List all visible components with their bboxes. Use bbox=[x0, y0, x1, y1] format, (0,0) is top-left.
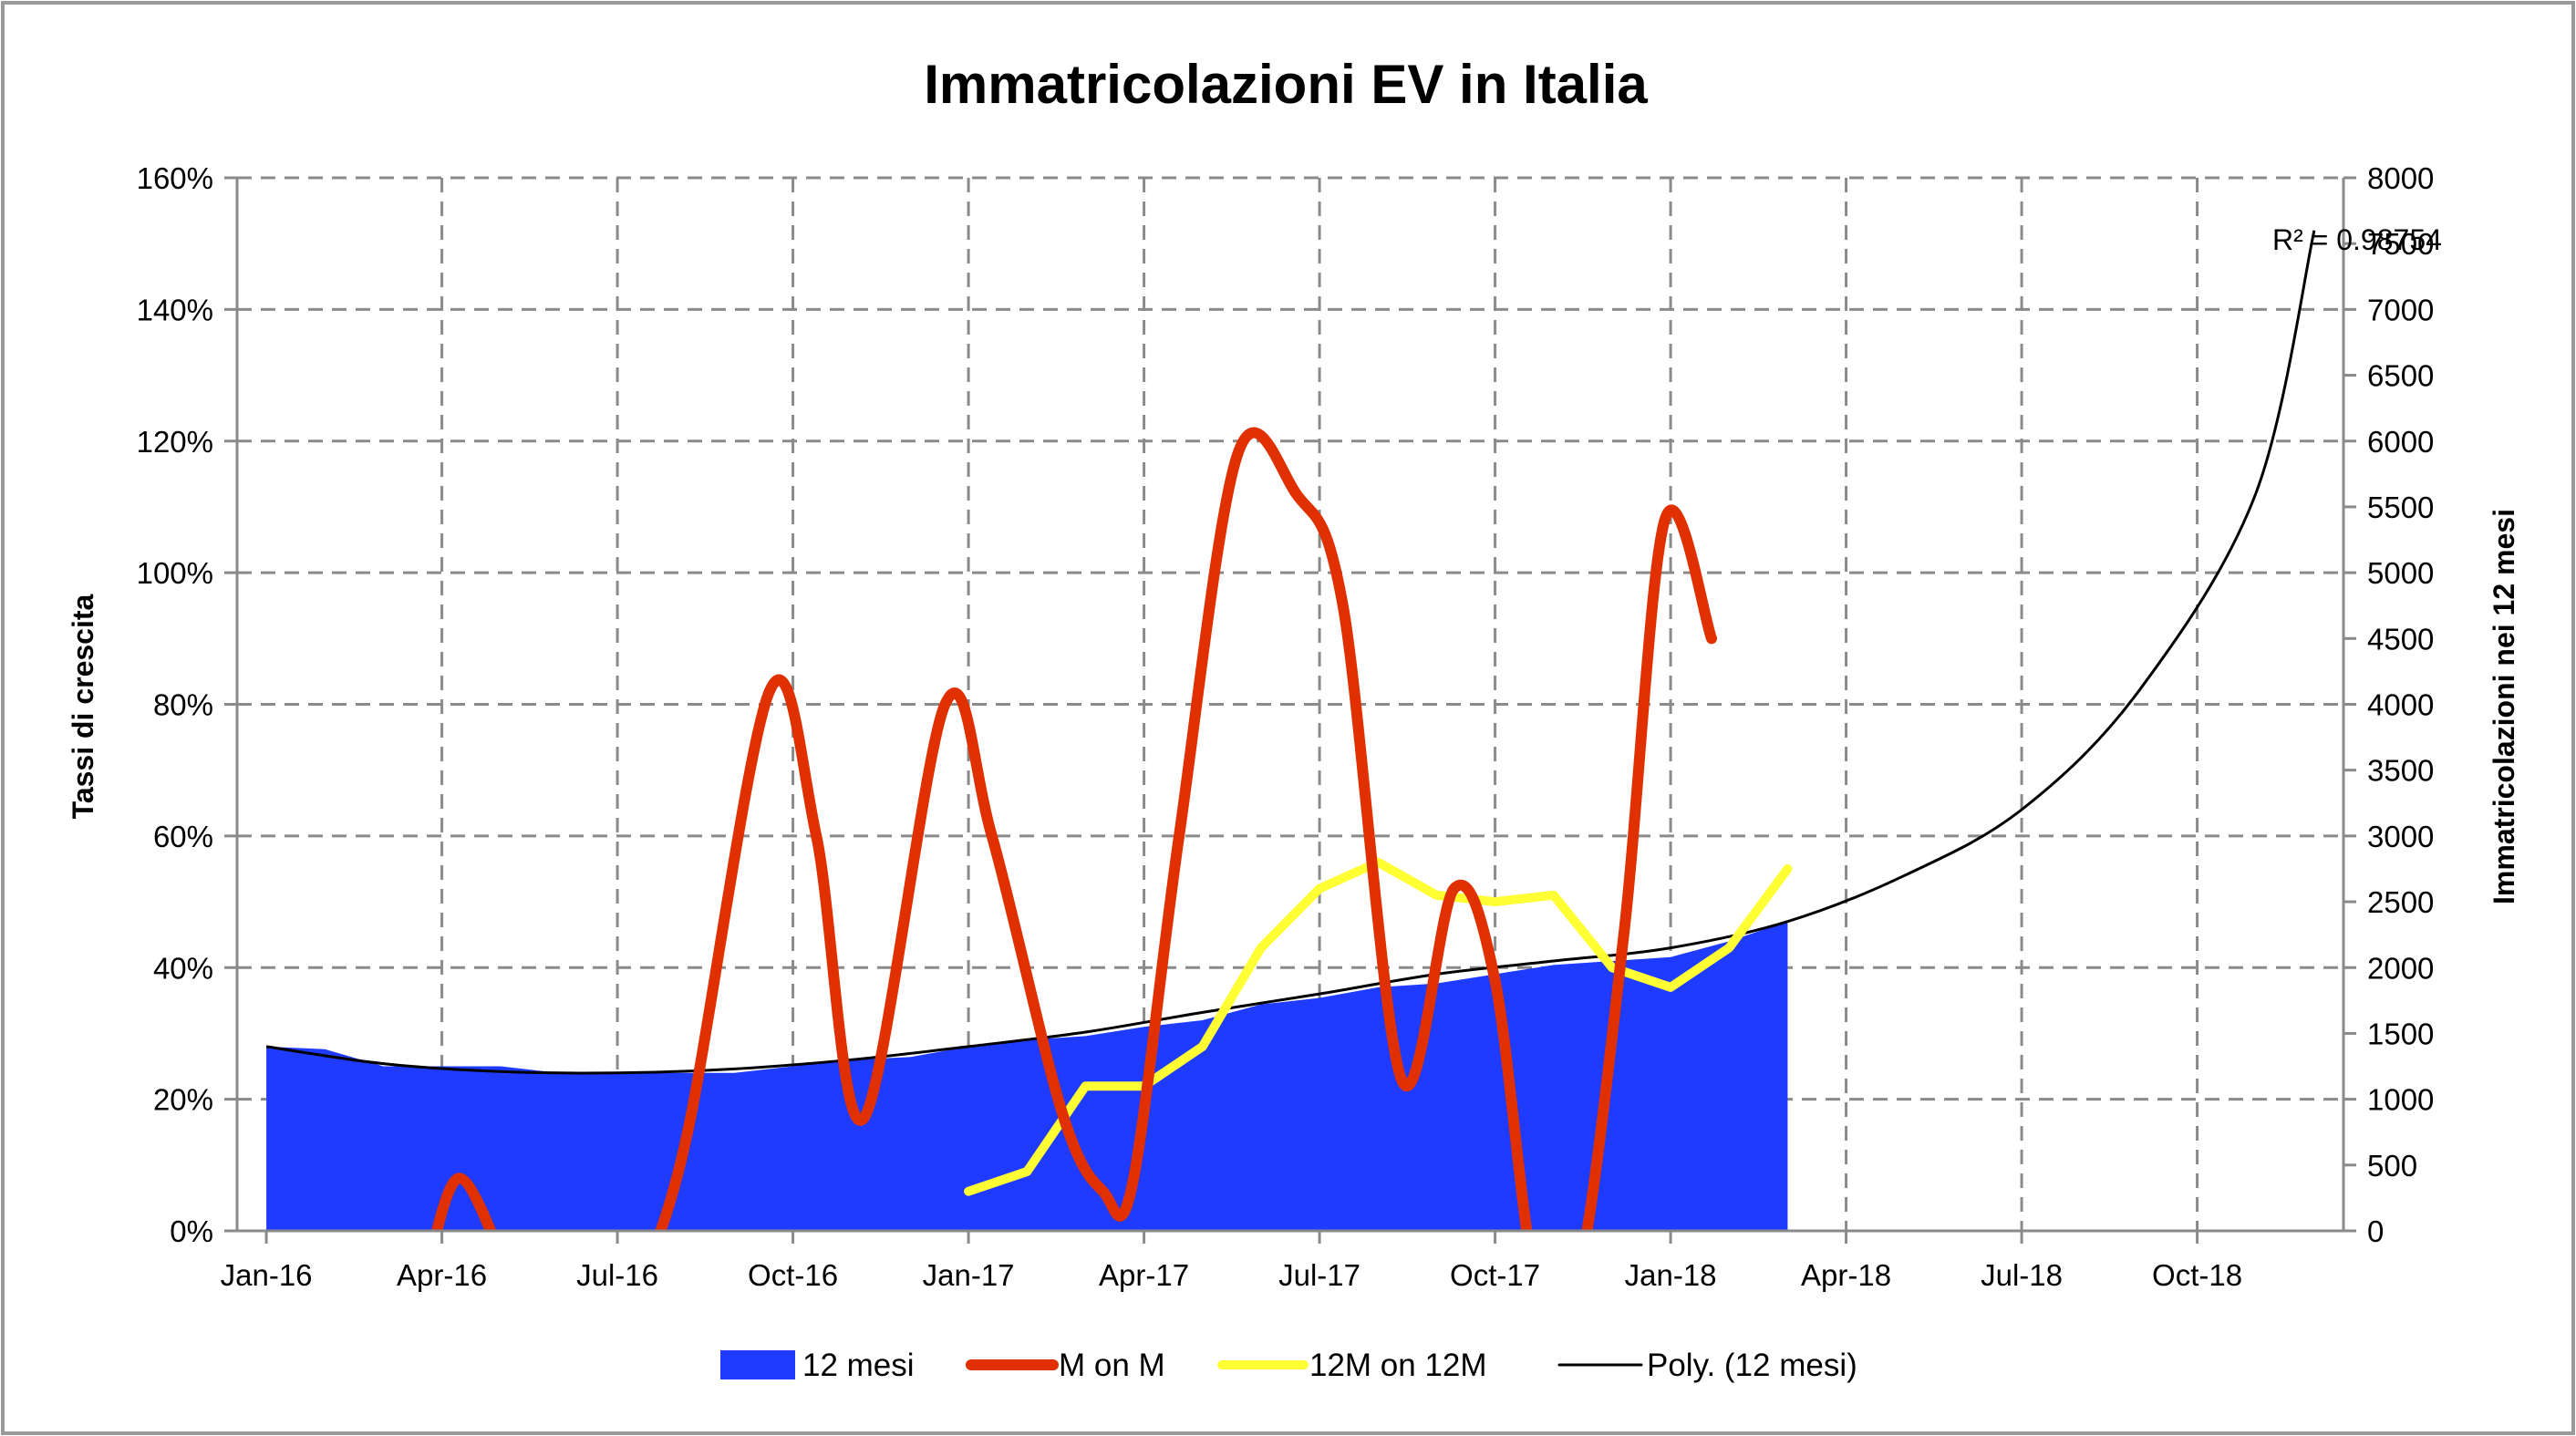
area-series-12-mesi bbox=[266, 921, 1788, 1231]
x-tick-label: Jan-18 bbox=[1625, 1258, 1717, 1292]
y-right-tick-label: 3500 bbox=[2367, 754, 2434, 788]
x-tick-label: Oct-16 bbox=[748, 1258, 838, 1292]
y-right-tick-label: 500 bbox=[2367, 1149, 2417, 1183]
y-left-tick-label: 80% bbox=[153, 688, 213, 722]
y-right-tick-label: 5500 bbox=[2367, 491, 2434, 524]
x-tick-label: Oct-18 bbox=[2152, 1258, 2242, 1292]
x-tick-label: Oct-17 bbox=[1450, 1258, 1540, 1292]
y-right-tick-label: 2500 bbox=[2367, 885, 2434, 919]
y-left-axis-label: Tassi di crescita bbox=[67, 594, 99, 819]
y-right-tick-label: 6500 bbox=[2367, 359, 2434, 393]
trendline-poly-12-mesi bbox=[265, 230, 2316, 1075]
line-series-m-on-m-segment bbox=[431, 1173, 497, 1231]
y-right-axis-label: Immatricolazioni nei 12 mesi bbox=[2488, 509, 2520, 904]
y-right-tick-label: 7000 bbox=[2367, 293, 2434, 326]
x-tick-label: Jan-17 bbox=[923, 1258, 1015, 1292]
y-left-tick-label: 120% bbox=[137, 425, 213, 459]
y-right-tick-label: 4000 bbox=[2367, 688, 2434, 722]
x-tick-label: Jul-17 bbox=[1278, 1258, 1360, 1292]
x-tick-label: Apr-18 bbox=[1801, 1258, 1891, 1292]
y-right-tick-label: 0 bbox=[2367, 1214, 2384, 1248]
y-left-tick-label: 100% bbox=[137, 556, 213, 590]
y-left-tick-label: 40% bbox=[153, 951, 213, 985]
area-mark-12-mesi bbox=[266, 921, 1788, 1231]
y-left-tick-label: 60% bbox=[153, 820, 213, 853]
r-squared-annotation: R² = 0.98754 bbox=[2272, 223, 2442, 256]
legend-label: 12M on 12M bbox=[1309, 1348, 1487, 1383]
y-left-tick-label: 140% bbox=[137, 293, 213, 326]
legend-swatch-12-mesi bbox=[720, 1350, 795, 1379]
y-left-tick-label: 160% bbox=[137, 161, 213, 195]
x-tick-label: Apr-17 bbox=[1099, 1258, 1189, 1292]
x-tick-label: Jul-16 bbox=[576, 1258, 658, 1292]
legend-label: M on M bbox=[1059, 1348, 1165, 1383]
line-series-12m-on-12m bbox=[964, 857, 1793, 1196]
legend-label: Poly. (12 mesi) bbox=[1647, 1348, 1857, 1383]
x-tick-label: Apr-16 bbox=[397, 1258, 487, 1292]
y-right-tick-label: 6000 bbox=[2367, 425, 2434, 459]
x-tick-label: Jan-16 bbox=[221, 1258, 313, 1292]
y-right-tick-label: 5000 bbox=[2367, 556, 2434, 590]
y-right-tick-label: 4500 bbox=[2367, 622, 2434, 656]
chart-title: Immatricolazioni EV in Italia bbox=[924, 54, 1648, 115]
y-right-tick-label: 3000 bbox=[2367, 820, 2434, 853]
y-left-tick-label: 20% bbox=[153, 1083, 213, 1117]
line-series bbox=[265, 230, 2316, 1231]
y-right-tick-label: 1500 bbox=[2367, 1017, 2434, 1050]
legend-label: 12 mesi bbox=[802, 1348, 915, 1383]
y-right-tick-label: 2000 bbox=[2367, 951, 2434, 985]
y-right-tick-label: 8000 bbox=[2367, 161, 2434, 195]
tick-labels: 0% 20% 40% 60% 80% 100% 120% 140% 160% 0 500 1000 15… bbox=[137, 161, 2435, 1292]
legend: 12 mesi M on M 12M on 12M Poly. (12 mesi) bbox=[720, 1348, 1857, 1383]
y-left-tick-label: 0% bbox=[170, 1214, 213, 1248]
y-right-tick-label: 7500 bbox=[2367, 227, 2434, 261]
line-series-m-on-m bbox=[655, 427, 1717, 1231]
x-tick-label: Jul-18 bbox=[1981, 1258, 2063, 1292]
y-right-tick-label: 1000 bbox=[2367, 1083, 2434, 1117]
